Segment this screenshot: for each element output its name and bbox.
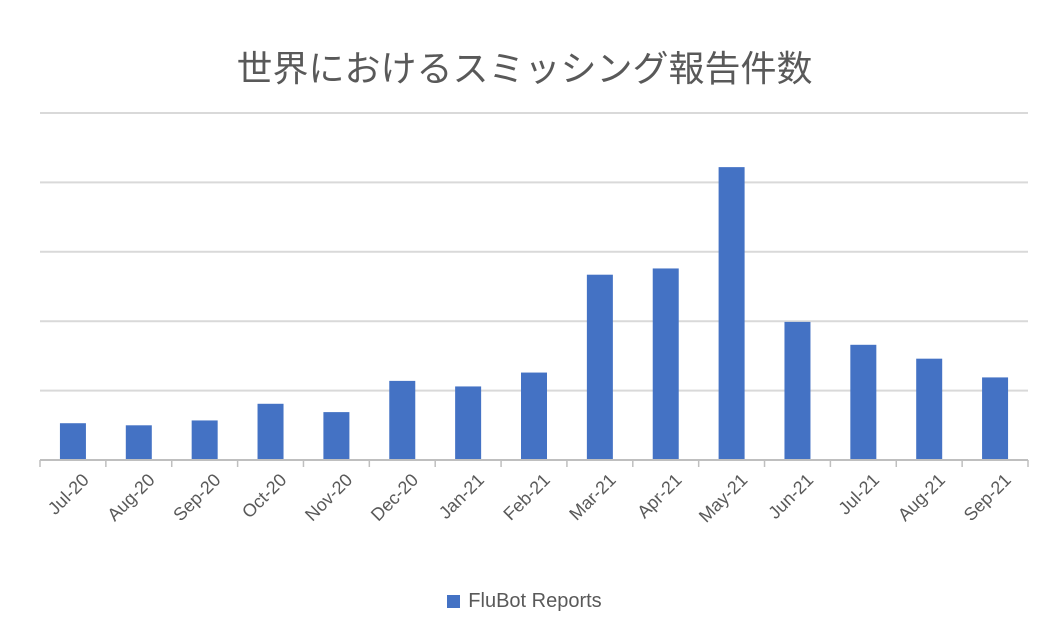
- x-tick-label: Jul-20: [44, 470, 93, 519]
- chart-title: 世界におけるスミッシング報告件数: [236, 49, 813, 90]
- x-tick-label: Apr-21: [633, 470, 685, 522]
- bar-Jul-21: [850, 344, 877, 460]
- x-tick-label: Oct-20: [238, 470, 290, 522]
- bar-Sep-20: [191, 420, 218, 460]
- x-tick-label: Jun-21: [764, 470, 817, 523]
- x-tick-label: Jan-21: [435, 470, 488, 523]
- bar-Feb-21: [521, 372, 547, 460]
- x-tick-label: Nov-20: [301, 470, 356, 525]
- bars: [59, 167, 1009, 460]
- legend-swatch: [447, 595, 461, 608]
- bar-Dec-20: [389, 380, 416, 460]
- x-axis: Jul-20 Aug-20 Sep-20 Oct-20 Nov-20 Dec-20 Jan-…: [39, 459, 1029, 527]
- bar-Jun-21: [784, 321, 811, 460]
- x-tick-label: Sep-21: [960, 470, 1015, 525]
- x-tick-label: Jul-21: [834, 470, 883, 519]
- bar-Sep-21: [982, 377, 1009, 460]
- bar-Aug-20: [125, 425, 152, 460]
- bar-Mar-21: [586, 274, 613, 460]
- x-tick-label: Aug-21: [894, 470, 949, 525]
- bar-Oct-20: [257, 403, 284, 460]
- bar-Aug-21: [916, 358, 943, 460]
- x-tick-label: May-21: [695, 470, 752, 527]
- bar-Apr-21: [652, 268, 679, 460]
- legend-label: FluBot Reports: [468, 590, 602, 612]
- bar-Nov-20: [323, 412, 350, 460]
- gridlines: [40, 112, 1028, 392]
- legend: FluBot Reports: [0, 590, 1049, 613]
- bar-Jan-21: [455, 386, 482, 460]
- x-tick-label: Feb-21: [499, 470, 553, 524]
- bar-Jul-20: [59, 423, 86, 460]
- x-tick-label: Mar-21: [565, 470, 619, 524]
- x-tick-label: Dec-20: [367, 470, 422, 525]
- bar-May-21: [718, 167, 745, 460]
- x-tick-label: Sep-20: [169, 470, 224, 525]
- x-tick-label: Aug-20: [103, 470, 158, 525]
